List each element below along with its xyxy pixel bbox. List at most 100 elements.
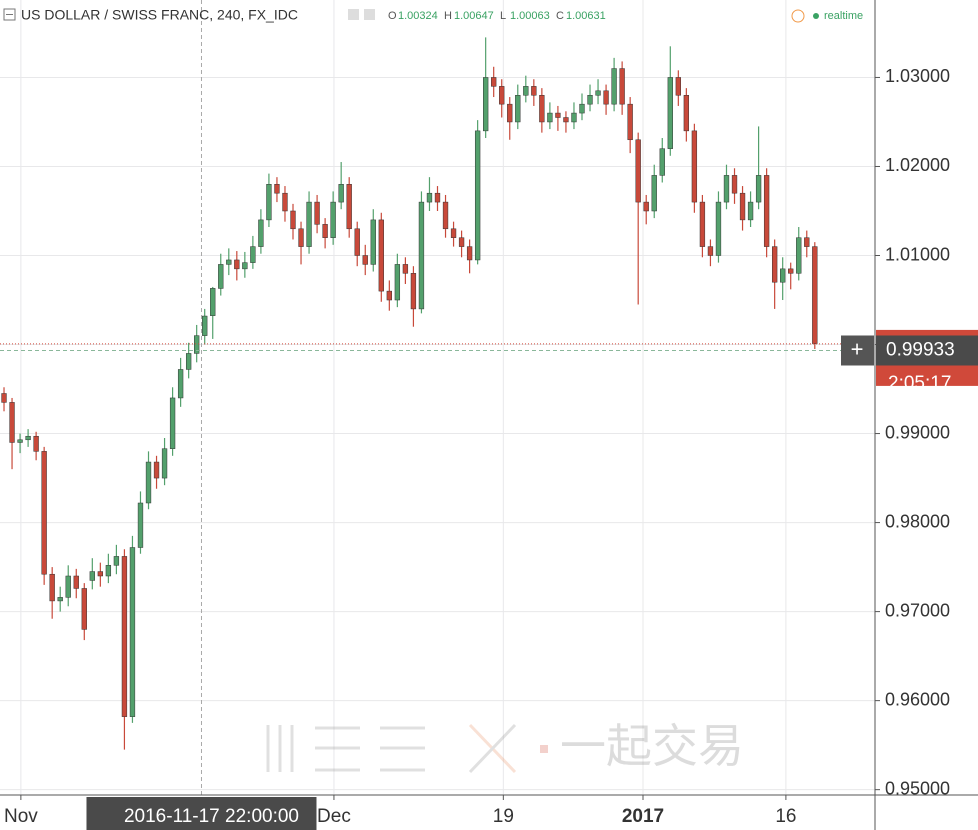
candle-body: [354, 228, 360, 256]
symbol-title: US DOLLAR / SWISS FRANC, 240, FX_IDC: [21, 7, 298, 23]
candle-body: [242, 262, 248, 270]
candle-body: [65, 575, 71, 598]
legend-key: C: [556, 10, 564, 22]
candle-body: [755, 175, 762, 203]
candle-body: [105, 565, 112, 577]
candle-body: [523, 86, 529, 96]
countdown: 2:05:17: [888, 373, 951, 394]
candle-body: [9, 402, 15, 443]
candle-body: [499, 86, 505, 105]
settings-icon[interactable]: [348, 9, 359, 20]
candle-body: [338, 184, 344, 203]
candle-body: [145, 461, 152, 504]
candle-body: [81, 588, 87, 630]
candle-body: [603, 90, 609, 105]
candle-body: [394, 264, 401, 301]
candle-body: [723, 175, 730, 203]
candle-body: [571, 112, 577, 123]
candle-body: [290, 210, 296, 230]
y-tick-label: 1.02000: [885, 155, 950, 175]
y-tick-label: 1.01000: [885, 244, 950, 264]
candle-body: [691, 130, 698, 203]
candle-body: [282, 192, 288, 212]
crosshair-time-label: 2016-11-17 22:00:00: [124, 806, 299, 827]
candle-body: [266, 184, 272, 221]
candle-body: [739, 192, 746, 221]
candle-body: [731, 175, 738, 194]
y-tick-label: 0.96000: [885, 689, 950, 709]
legend-value: 1.00063: [510, 10, 550, 22]
candle-body: [25, 435, 31, 441]
candle-body: [234, 259, 240, 270]
candle-body: [113, 556, 120, 566]
crosshair-add-button[interactable]: [841, 335, 874, 366]
candle-body: [659, 148, 665, 176]
legend-value: 1.00631: [566, 10, 606, 22]
candle-body: [483, 77, 489, 132]
collapse-icon[interactable]: [3, 8, 16, 21]
candle-body: [418, 201, 425, 310]
y-tick-label: 1.03000: [885, 66, 950, 86]
candle-body: [635, 139, 641, 203]
candle-body: [426, 192, 433, 203]
candle-body: [177, 369, 184, 399]
legend-key: O: [388, 10, 397, 22]
candle-body: [675, 77, 681, 96]
x-tick-label: 2017: [622, 806, 664, 827]
candle-body: [804, 237, 810, 247]
candle-body: [202, 315, 208, 336]
candle-body: [330, 201, 336, 238]
crosshair-time-label-bg: [86, 797, 317, 830]
legend-key: H: [444, 10, 452, 22]
overlays: [0, 0, 875, 795]
candle-body: [796, 237, 802, 274]
candle-body: [788, 268, 794, 274]
candle-body: [699, 201, 706, 247]
status: realtime: [824, 10, 863, 22]
legend-value: 1.00324: [398, 10, 438, 22]
candle-body: [780, 268, 786, 283]
watermark-group: 一起交易: [266, 720, 744, 774]
candle-body: [667, 77, 673, 149]
crosshair-price-label: 0.99933: [886, 340, 955, 361]
candles: [1, 37, 818, 750]
candle-body: [33, 435, 39, 452]
warning-icon[interactable]: [791, 9, 805, 23]
candle-body: [651, 175, 657, 212]
candle-body: [466, 246, 473, 261]
y-tick-label: 0.95000: [885, 778, 950, 798]
candle-body: [555, 112, 561, 118]
candle-body: [763, 175, 770, 247]
candle-body: [611, 68, 617, 105]
candle-body: [410, 273, 417, 310]
y-tick-label: 0.99000: [885, 422, 950, 442]
candle-body: [314, 201, 320, 225]
candle-body: [298, 228, 304, 247]
candle-body: [378, 219, 384, 292]
candle-body: [707, 246, 714, 256]
candle-body: [402, 264, 409, 274]
candle-body: [137, 502, 144, 548]
candle-body: [491, 77, 497, 87]
status-dot: [813, 13, 819, 19]
candle-body: [322, 224, 328, 238]
candle-body: [507, 103, 513, 123]
candle-body: [539, 95, 545, 123]
candle-body: [434, 192, 441, 203]
hide-icon[interactable]: [364, 9, 375, 20]
candle-body: [587, 95, 593, 105]
x-tick-label: Dec: [317, 806, 351, 827]
candle-body: [515, 95, 521, 123]
candle-body: [474, 130, 481, 261]
candle-body: [258, 219, 264, 247]
candle-body: [17, 439, 23, 443]
x-tick-label: 19: [493, 806, 514, 827]
candle-body: [346, 184, 352, 230]
candle-body: [121, 556, 128, 717]
candle-body: [89, 571, 95, 581]
y-tick-label: 0.98000: [885, 511, 950, 531]
candle-body: [458, 237, 465, 247]
candle-body: [595, 90, 601, 96]
grid: [0, 0, 875, 795]
